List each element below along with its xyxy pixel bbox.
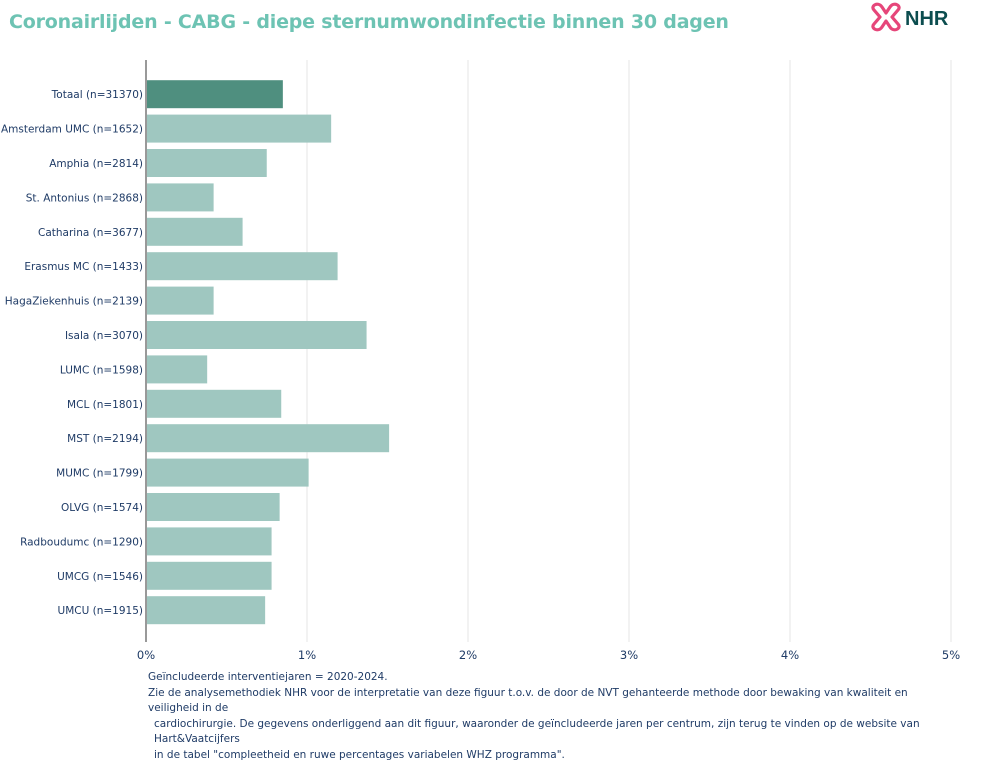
grid-lines bbox=[307, 60, 951, 642]
bar bbox=[147, 149, 267, 177]
category-label: OLVG (n=1574) bbox=[61, 502, 143, 514]
category-label: LUMC (n=1598) bbox=[60, 364, 143, 376]
footnote-line-1: Geïncludeerde interventiejaren = 2020-20… bbox=[148, 670, 948, 686]
category-label: Amphia (n=2814) bbox=[49, 158, 143, 170]
category-labels: Totaal (n=31370) Amsterdam UMC (n=1652) Am… bbox=[1, 89, 143, 617]
category-label: MUMC (n=1799) bbox=[56, 468, 143, 480]
category-label: UMCU (n=1915) bbox=[58, 605, 143, 617]
bar bbox=[147, 493, 280, 521]
bar bbox=[147, 183, 214, 211]
footnote: Geïncludeerde interventiejaren = 2020-20… bbox=[148, 670, 948, 763]
x-tick-label: 4% bbox=[781, 648, 799, 662]
bar bbox=[147, 321, 367, 349]
bar bbox=[147, 596, 265, 624]
footnote-line-4: in de tabel "compleetheid en ruwe percen… bbox=[148, 748, 948, 763]
bar bbox=[147, 562, 272, 590]
bar bbox=[147, 527, 272, 555]
category-label: Totaal (n=31370) bbox=[51, 89, 143, 101]
category-label: UMCG (n=1546) bbox=[57, 571, 143, 583]
footnote-line-3: cardiochirurgie. De gegevens onderliggen… bbox=[148, 717, 948, 748]
bars bbox=[147, 80, 389, 624]
bar bbox=[147, 287, 214, 315]
bar-chart: Totaal (n=31370) Amsterdam UMC (n=1652) Am… bbox=[0, 0, 992, 670]
x-tick-label: 2% bbox=[459, 648, 477, 662]
category-label: St. Antonius (n=2868) bbox=[26, 192, 143, 204]
bar bbox=[147, 115, 331, 143]
x-tick-label: 5% bbox=[942, 648, 960, 662]
category-label: Amsterdam UMC (n=1652) bbox=[1, 124, 143, 136]
bar bbox=[147, 355, 207, 383]
category-label: Radboudumc (n=1290) bbox=[20, 536, 143, 548]
x-tick-label: 1% bbox=[298, 648, 316, 662]
category-label: MCL (n=1801) bbox=[67, 399, 143, 411]
footnote-line-2: Zie de analysemethodiek NHR voor de inte… bbox=[148, 686, 948, 717]
bar bbox=[147, 80, 283, 108]
bar bbox=[147, 218, 243, 246]
bar bbox=[147, 390, 281, 418]
category-label: HagaZiekenhuis (n=2139) bbox=[5, 296, 143, 308]
x-tick-label: 3% bbox=[620, 648, 638, 662]
category-label: Catharina (n=3677) bbox=[38, 227, 143, 239]
category-label: MST (n=2194) bbox=[67, 433, 143, 445]
bar bbox=[147, 252, 338, 280]
category-label: Isala (n=3070) bbox=[65, 330, 143, 342]
x-tick-labels: 0% 1% 2% 3% 4% 5% bbox=[137, 648, 960, 662]
category-label: Erasmus MC (n=1433) bbox=[24, 261, 143, 273]
bar bbox=[147, 424, 389, 452]
x-tick-label: 0% bbox=[137, 648, 155, 662]
bar bbox=[147, 459, 309, 487]
